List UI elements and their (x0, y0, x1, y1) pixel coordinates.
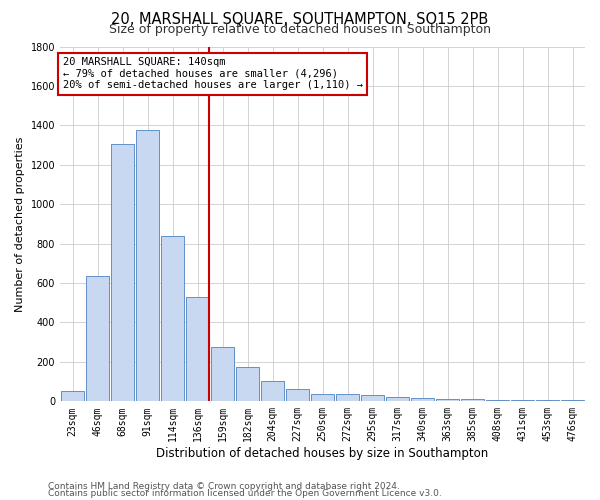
Bar (211, 347, 234, 402)
Bar (136, 130, 159, 402)
Bar (61, 392, 84, 402)
Bar (86, 276, 109, 402)
Bar (311, 394, 334, 402)
Bar (286, 388, 309, 402)
Y-axis label: Number of detached properties: Number of detached properties (15, 136, 25, 312)
Bar (111, 144, 134, 402)
Text: Size of property relative to detached houses in Southampton: Size of property relative to detached ho… (109, 22, 491, 36)
Bar (536, 400, 559, 402)
Bar (436, 400, 459, 402)
Text: Contains HM Land Registry data © Crown copyright and database right 2024.: Contains HM Land Registry data © Crown c… (48, 482, 400, 491)
Bar (411, 398, 434, 402)
Text: 20, MARSHALL SQUARE, SOUTHAMPTON, SO15 2PB: 20, MARSHALL SQUARE, SOUTHAMPTON, SO15 2… (112, 12, 488, 28)
Bar (486, 400, 509, 402)
X-axis label: Distribution of detached houses by size in Southampton: Distribution of detached houses by size … (157, 447, 488, 460)
Bar (361, 396, 384, 402)
Bar (261, 380, 284, 402)
Bar (336, 394, 359, 402)
Bar (186, 297, 209, 402)
Bar (511, 400, 534, 402)
Bar (161, 236, 184, 402)
Bar (386, 398, 409, 402)
Bar (561, 400, 584, 402)
Bar (461, 400, 484, 402)
Bar (236, 367, 259, 402)
Text: Contains public sector information licensed under the Open Government Licence v3: Contains public sector information licen… (48, 489, 442, 498)
Text: 20 MARSHALL SQUARE: 140sqm
← 79% of detached houses are smaller (4,296)
20% of s: 20 MARSHALL SQUARE: 140sqm ← 79% of deta… (62, 57, 362, 90)
